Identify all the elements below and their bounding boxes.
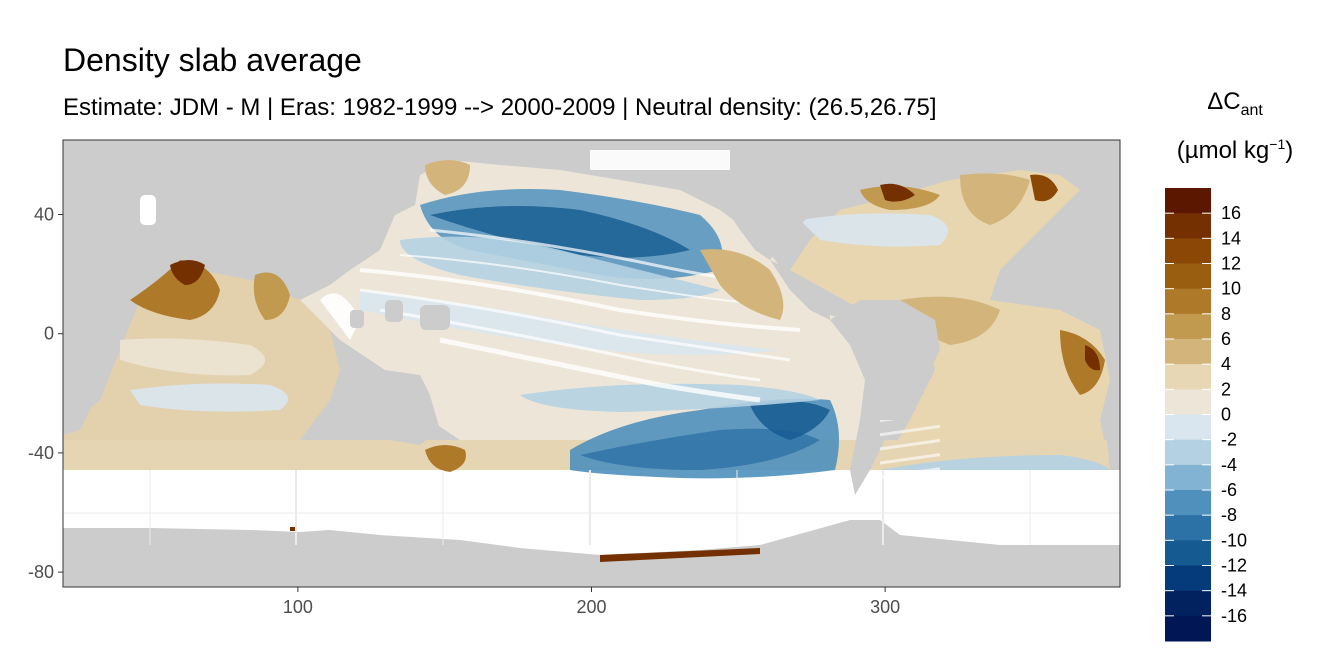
colorbar-label: -2 — [1221, 430, 1237, 450]
colorbar-swatch — [1165, 313, 1211, 340]
colorbar-swatch — [1165, 540, 1211, 566]
colorbar-label: -6 — [1221, 480, 1237, 500]
y-axis: 40 0 -40 -80 — [28, 205, 63, 582]
colorbar-label: -16 — [1221, 606, 1247, 626]
x-tick-label: 200 — [576, 597, 606, 617]
colorbar-swatch — [1165, 213, 1211, 239]
x-tick-label: 100 — [283, 597, 313, 617]
colorbar-swatch — [1165, 339, 1211, 365]
colorbar-swatch — [1165, 389, 1211, 415]
colorbar-label: 4 — [1221, 354, 1231, 374]
negative-anomaly-regions — [130, 189, 1110, 479]
colorbar-swatch — [1165, 490, 1211, 516]
legend-colorbar: 16 14 12 10 8 6 4 2 0 -2 -4 -6 -8 -10 -12 -14 -16 — [1165, 188, 1247, 642]
legend-unit: (µmol kg−1) — [1150, 136, 1320, 165]
colorbar-label: 8 — [1221, 304, 1231, 324]
y-tick-label: -40 — [28, 443, 54, 463]
colorbar-label: 10 — [1221, 279, 1241, 299]
y-tick-label: -80 — [28, 562, 54, 582]
positive-anomaly-regions — [120, 145, 1105, 562]
colorbar-swatch — [1165, 615, 1211, 642]
x-tick-label: 300 — [870, 597, 900, 617]
land-masses — [63, 140, 1120, 587]
colorbar-swatch — [1165, 288, 1211, 315]
colorbar-label: -10 — [1221, 530, 1247, 550]
x-axis: 100 200 300 — [283, 587, 900, 617]
colorbar-label: -14 — [1221, 581, 1247, 601]
y-tick-label: 40 — [34, 205, 54, 225]
colorbar-swatch — [1165, 238, 1211, 264]
colorbar-swatch — [1165, 565, 1211, 592]
colorbar-label: 0 — [1221, 405, 1231, 425]
colorbar-swatch — [1165, 263, 1211, 290]
legend-subscript: ant — [1240, 101, 1263, 119]
colorbar-label: 14 — [1221, 228, 1241, 248]
legend-symbol: ΔC — [1207, 88, 1241, 115]
colorbar-swatch — [1165, 364, 1211, 390]
colorbar-swatch — [1165, 464, 1211, 491]
colorbar-swatch — [1165, 515, 1211, 541]
legend-unit-suffix: ) — [1285, 137, 1294, 164]
legend-title: ΔCant — [1150, 88, 1320, 120]
colorbar-swatch — [1165, 590, 1211, 617]
colorbar-label: 2 — [1221, 379, 1231, 399]
colorbar-label: 6 — [1221, 329, 1231, 349]
colorbar-swatch — [1165, 414, 1211, 441]
chart-title: Density slab average — [63, 42, 362, 78]
colorbar-label: -12 — [1221, 556, 1247, 576]
colorbar-label: 12 — [1221, 254, 1241, 274]
colorbar-label: 16 — [1221, 203, 1241, 223]
colorbar-swatch — [1165, 188, 1211, 214]
colorbar-swatch — [1165, 439, 1211, 466]
chart-subtitle: Estimate: JDM - M | Eras: 1982-1999 --> … — [63, 94, 937, 121]
colorbar-label: -8 — [1221, 505, 1237, 525]
no-data-streaks — [320, 228, 801, 403]
colorbar-label: -4 — [1221, 455, 1237, 475]
legend-unit-prefix: (µmol kg — [1176, 137, 1270, 164]
legend-unit-exponent: −1 — [1269, 136, 1286, 152]
y-tick-label: 0 — [44, 324, 54, 344]
map-panel — [63, 140, 1120, 587]
grid-lines — [63, 470, 1120, 545]
